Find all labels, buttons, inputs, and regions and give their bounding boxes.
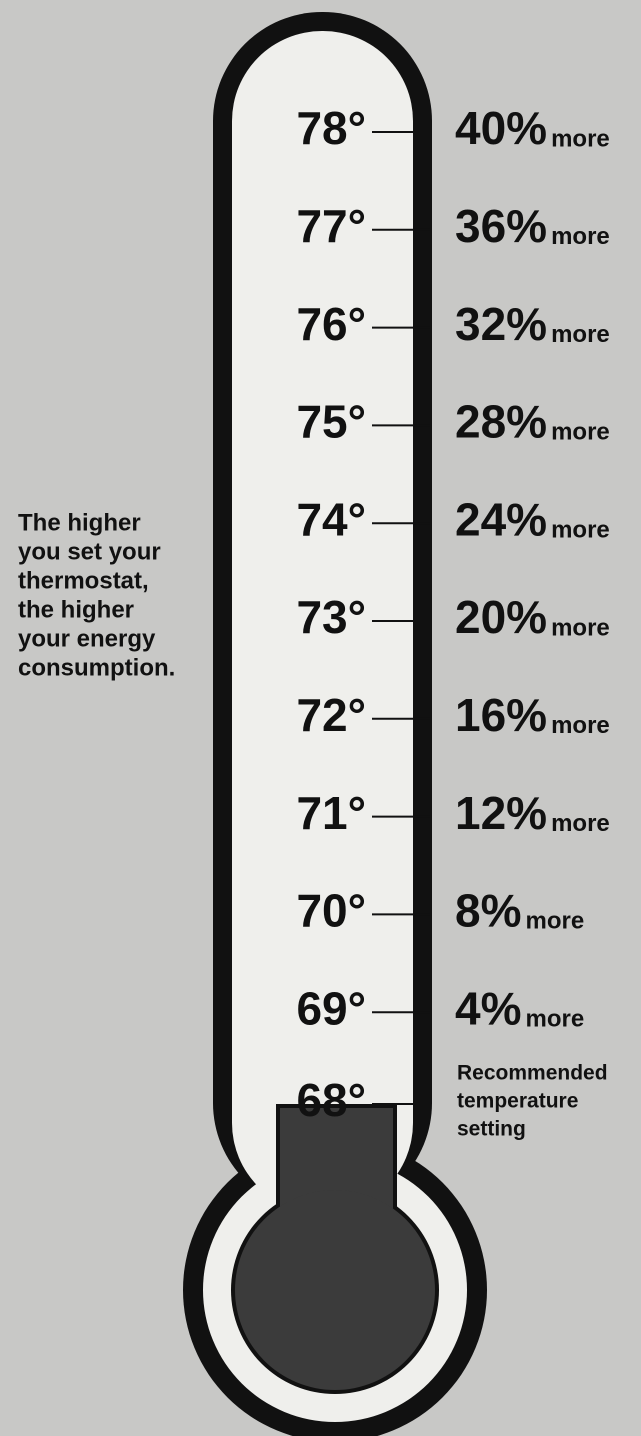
infographic: The higheryou set yourthermostat,the hig…	[0, 0, 641, 1436]
recommended-note: setting	[457, 1118, 526, 1141]
percent-label: 40%	[455, 102, 547, 154]
percent-label: 28%	[455, 396, 547, 448]
percent-label: 8%	[455, 885, 521, 937]
temperature-label: 73°	[296, 591, 366, 643]
side-text-line: thermostat,	[18, 567, 149, 594]
recommended-note: temperature	[457, 1090, 578, 1113]
temperature-label: 75°	[296, 396, 366, 448]
percent-suffix: more	[551, 810, 610, 837]
percent-suffix: more	[551, 125, 610, 152]
temperature-label: 68°	[296, 1074, 366, 1126]
side-text-line: you set your	[18, 538, 161, 565]
percent-label: 16%	[455, 689, 547, 741]
side-text-line: your energy	[18, 625, 156, 652]
percent-label: 4%	[455, 982, 521, 1034]
percent-suffix: more	[551, 419, 610, 446]
temperature-label: 70°	[296, 885, 366, 937]
percent-label: 12%	[455, 787, 547, 839]
temperature-label: 78°	[296, 102, 366, 154]
temperature-label: 71°	[296, 787, 366, 839]
temperature-label: 77°	[296, 200, 366, 252]
recommended-note: Recommended	[457, 1062, 608, 1085]
temperature-label: 76°	[296, 298, 366, 350]
percent-suffix: more	[525, 1006, 584, 1033]
temperature-label: 69°	[296, 982, 366, 1034]
percent-label: 32%	[455, 298, 547, 350]
temperature-label: 72°	[296, 689, 366, 741]
side-text-line: the higher	[18, 596, 134, 623]
percent-suffix: more	[551, 614, 610, 641]
side-text-line: consumption.	[18, 654, 175, 681]
percent-label: 20%	[455, 591, 547, 643]
percent-suffix: more	[551, 712, 610, 739]
percent-label: 24%	[455, 493, 547, 545]
temperature-label: 74°	[296, 493, 366, 545]
percent-suffix: more	[551, 517, 610, 544]
percent-suffix: more	[525, 908, 584, 935]
page: The higheryou set yourthermostat,the hig…	[0, 0, 641, 1436]
percent-label: 36%	[455, 200, 547, 252]
mercury-bulb	[235, 1190, 435, 1390]
percent-suffix: more	[551, 223, 610, 250]
side-text-line: The higher	[18, 509, 141, 536]
percent-suffix: more	[551, 321, 610, 348]
